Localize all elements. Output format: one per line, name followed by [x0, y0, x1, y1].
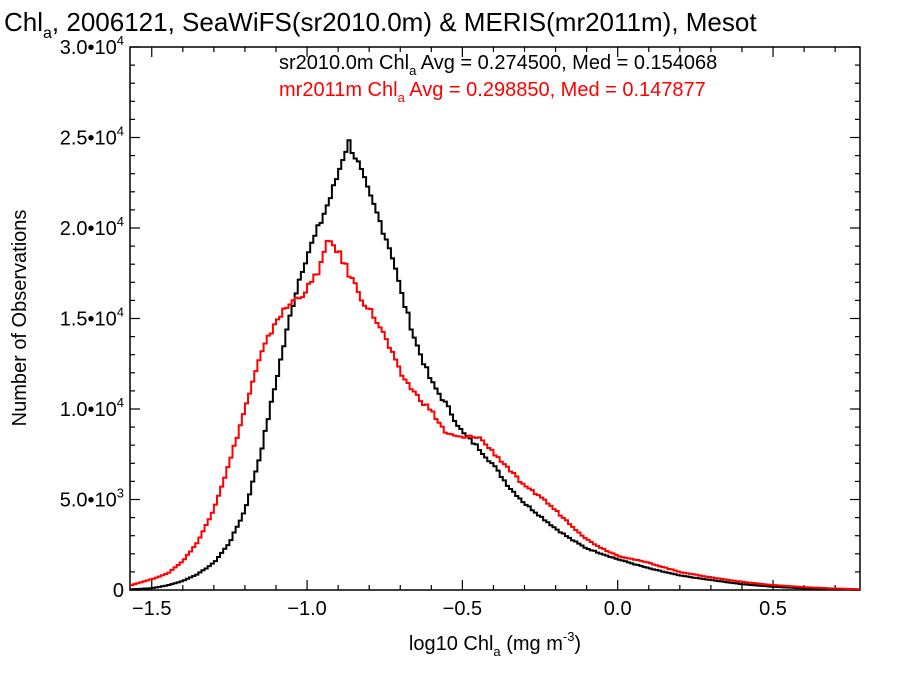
y-tick-label: 1.5•104	[60, 305, 124, 331]
y-tick-label: 2.0•104	[60, 214, 124, 240]
x-tick-label: 0.5	[759, 598, 787, 620]
x-tick-label: −1.0	[287, 598, 326, 620]
chart-title: Chla, 2006121, SeaWiFS(sr2010.0m) & MERI…	[4, 7, 757, 42]
y-tick-labels: 0 5.0•103 1.0•104 1.5•104 2.0•104 2.5•104 3.0•…	[60, 33, 124, 602]
legend-entry-mr2011: mr2011m Chla Avg = 0.298850, Med = 0.147…	[279, 79, 706, 105]
histogram-series-1	[130, 239, 860, 591]
histogram-series-0	[130, 139, 860, 591]
y-tick-label: 5.0•103	[60, 486, 124, 512]
x-tick-label: −0.5	[443, 598, 482, 620]
x-tick-labels: −1.5 −1.0 −0.5 0.0 0.5	[132, 598, 787, 620]
legend-entry-sr2010: sr2010.0m Chla Avg = 0.274500, Med = 0.1…	[279, 52, 717, 78]
y-axis-label: Number of Observations	[9, 210, 31, 427]
plot-frame	[129, 46, 861, 591]
y-tick-label: 3.0•104	[60, 33, 124, 59]
y-tick-label: 1.0•104	[60, 395, 124, 421]
axis-ticks	[130, 46, 860, 591]
y-tick-label: 0	[113, 580, 124, 602]
series-lines	[130, 139, 860, 591]
x-tick-label: 0.0	[604, 598, 632, 620]
y-tick-label: 2.5•104	[60, 124, 124, 150]
x-tick-label: −1.5	[132, 598, 171, 620]
x-axis-label: log10 Chla (mg m-3)	[409, 629, 581, 659]
